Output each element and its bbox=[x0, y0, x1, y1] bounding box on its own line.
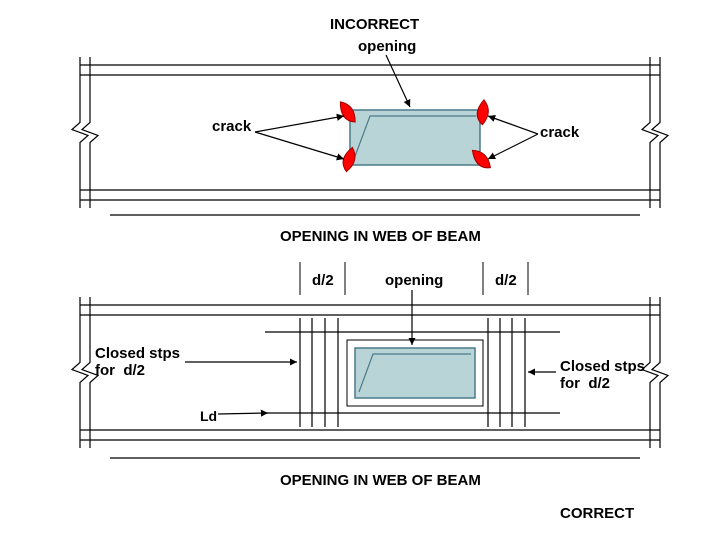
diagram-canvas: INCORRECT opening crack crack OPENING IN… bbox=[0, 0, 720, 540]
diagram-svg bbox=[0, 0, 720, 540]
